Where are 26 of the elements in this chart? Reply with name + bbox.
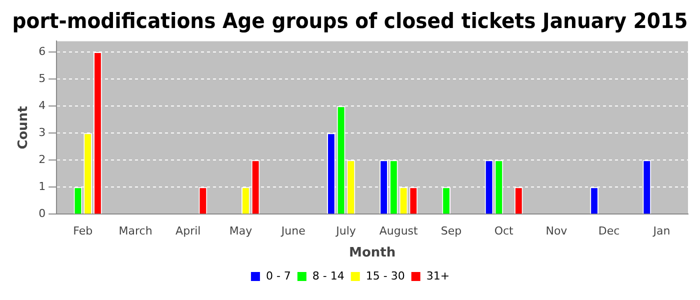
y-tick-label: 3	[38, 126, 46, 139]
x-tick-label: Feb	[73, 224, 93, 238]
y-axis-title: Count	[16, 106, 32, 150]
x-tick-label: June	[280, 224, 306, 238]
x-tick-label: Dec	[598, 224, 620, 238]
y-tick-label: 4	[38, 98, 46, 112]
y-tick-label: 5	[38, 72, 46, 85]
x-tick-label: Jan	[652, 224, 670, 238]
x-tick-label: May	[229, 224, 253, 238]
y-tick-label: 2	[38, 152, 46, 166]
x-tick-label: July	[335, 224, 356, 238]
x-axis-title: Month	[349, 246, 396, 261]
x-tick-label: March	[118, 224, 152, 238]
legend-label: 0 - 7	[266, 269, 291, 282]
x-tick-label: August	[379, 224, 419, 238]
y-tick-label: 0	[38, 207, 46, 220]
x-tick-label: Sep	[440, 224, 462, 238]
x-tick-label: April	[176, 224, 201, 238]
legend-label: 31+	[426, 269, 450, 282]
x-tick-label: Oct	[494, 224, 514, 238]
y-tick-label: 1	[38, 180, 46, 194]
chart-title: port-modifications Age groups of closed tickets January 2015	[12, 8, 688, 34]
legend-label: 8 - 14	[312, 269, 344, 282]
legend-label: 15 - 30	[366, 269, 405, 282]
y-tick-label: 6	[38, 44, 46, 58]
x-tick-label: Nov	[546, 224, 568, 238]
